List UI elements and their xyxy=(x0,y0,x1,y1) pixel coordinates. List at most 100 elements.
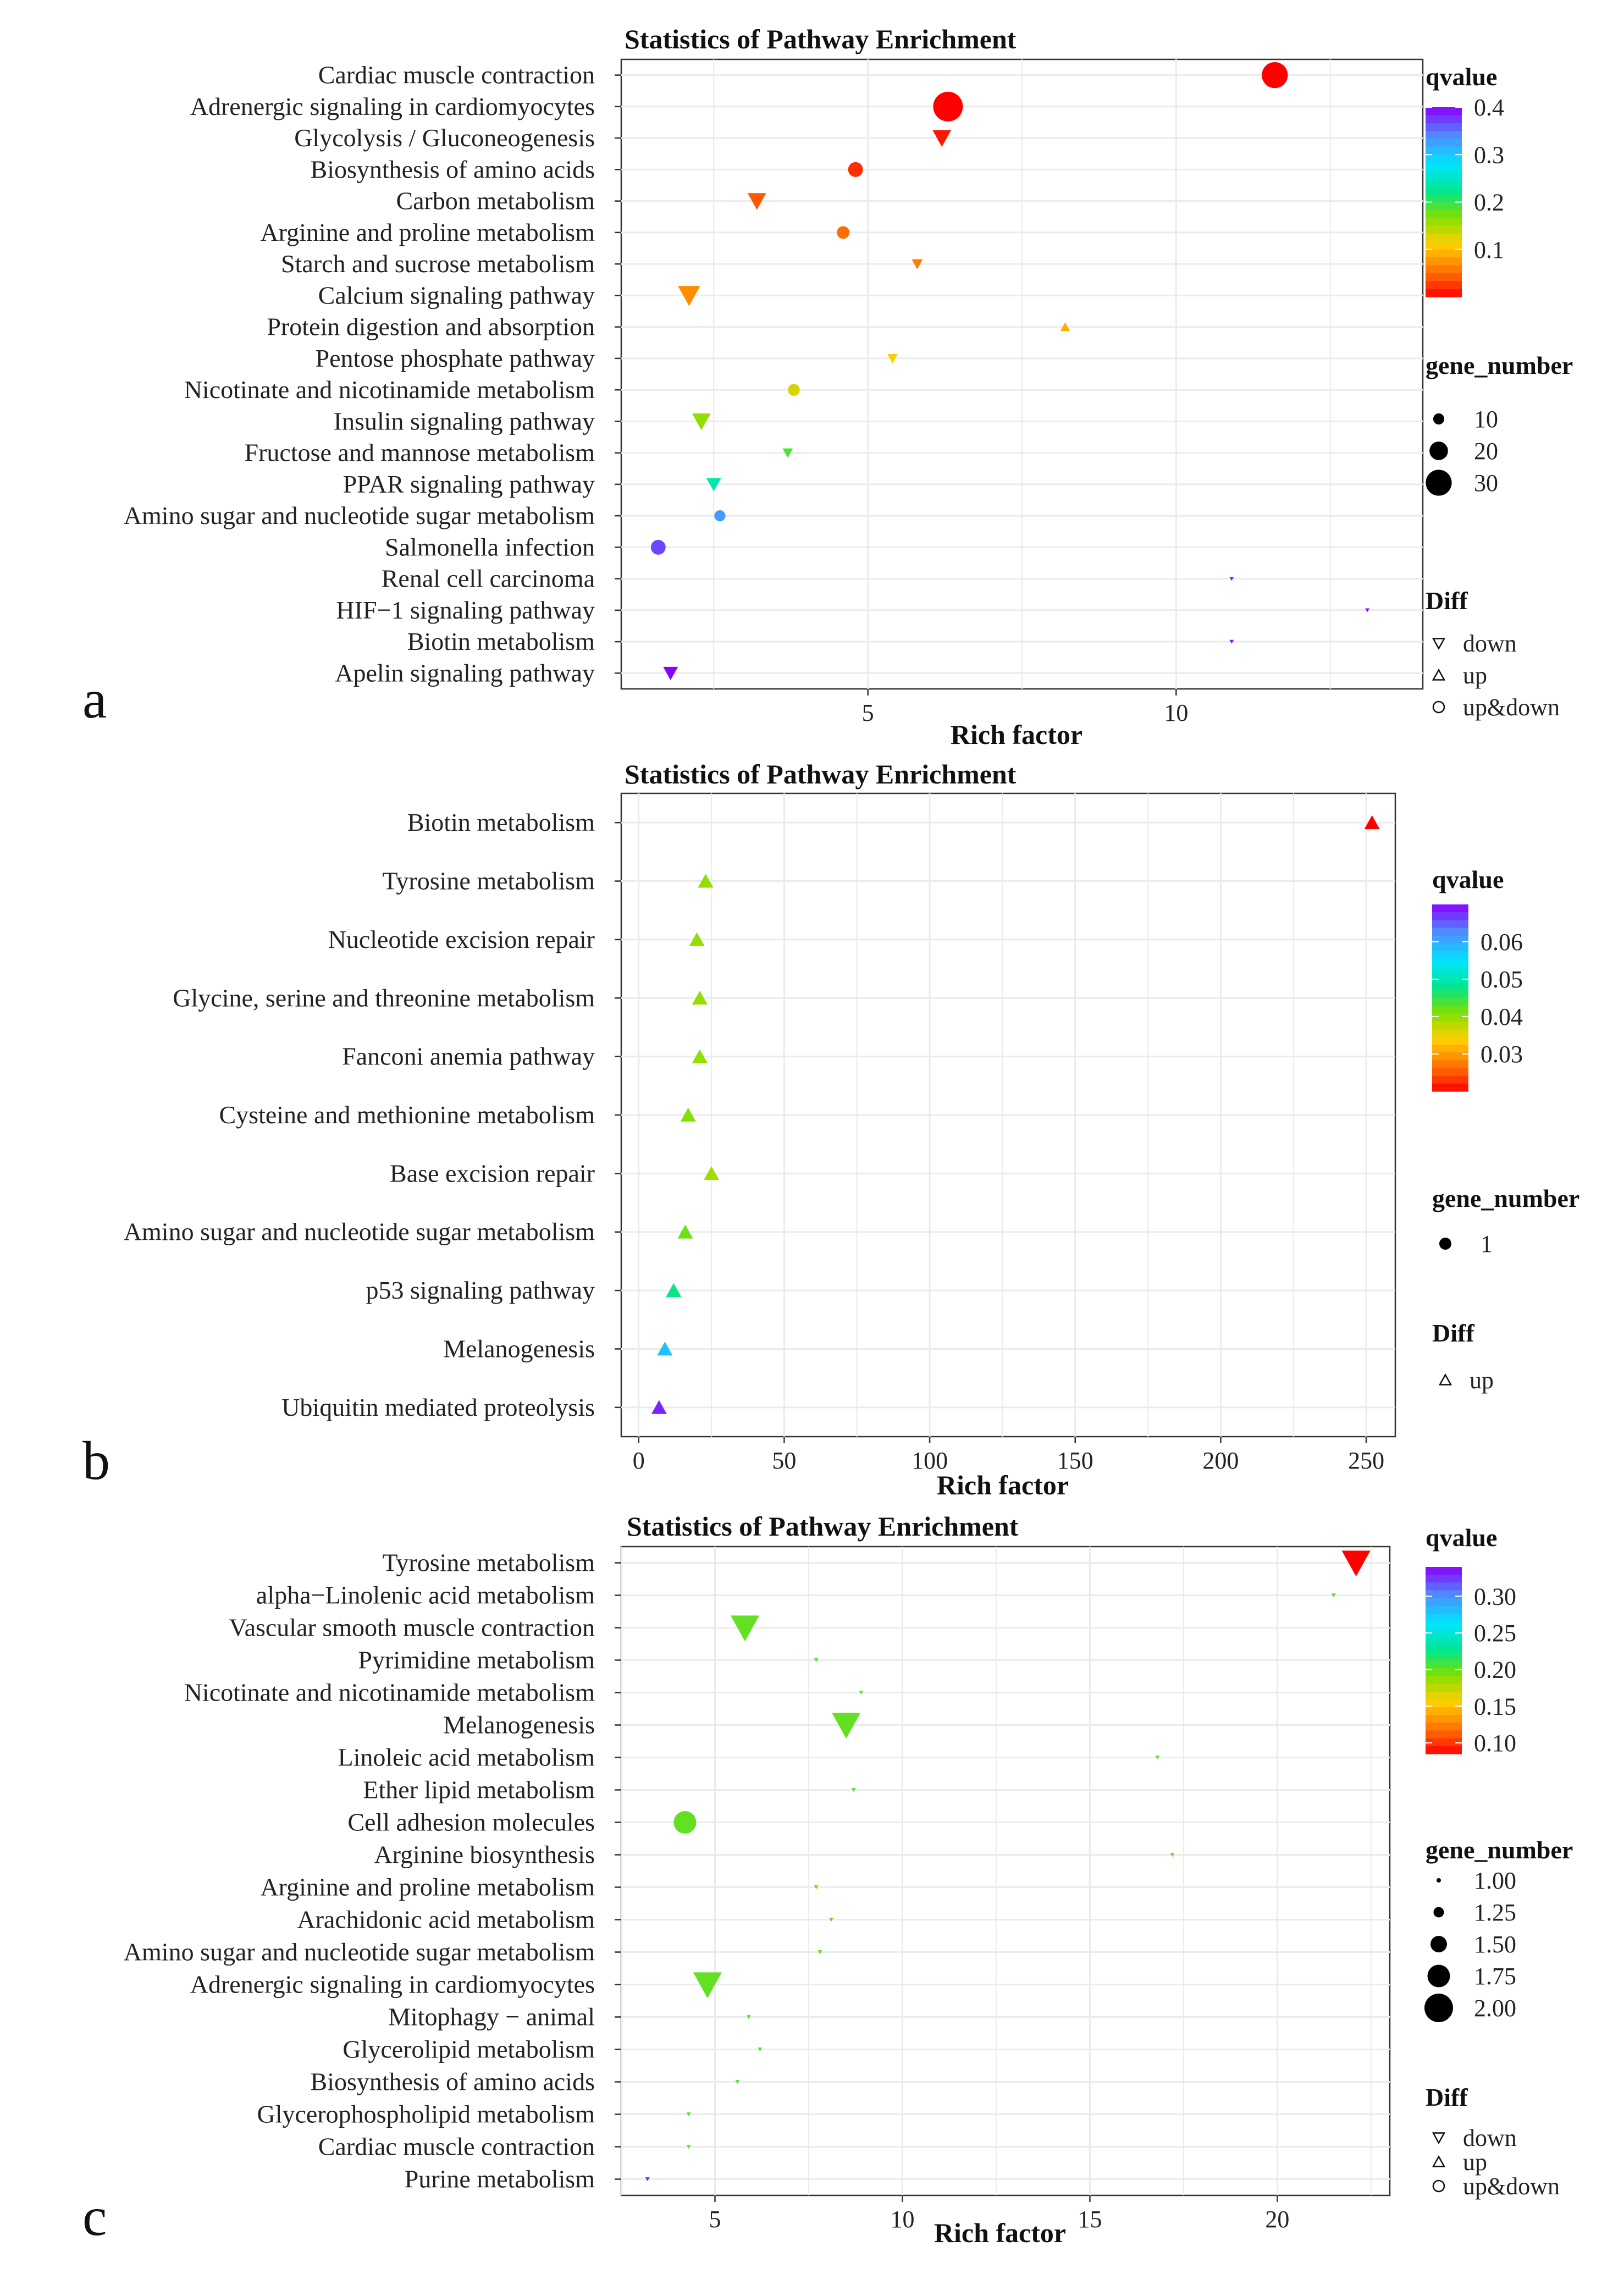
y-tick-label: Glycine, serine and threonine metabolism xyxy=(173,984,595,1012)
x-axis-ticks: 5 10 xyxy=(862,689,1188,726)
data-point xyxy=(678,286,700,306)
data-point xyxy=(714,510,726,522)
y-tick-label: Calcium signaling pathway xyxy=(318,281,595,309)
colorbar-band xyxy=(1432,1045,1468,1053)
y-tick-label: Apelin signaling pathway xyxy=(335,659,595,687)
colorbar-label: 0.03 xyxy=(1481,1041,1523,1068)
panel-letter: a xyxy=(82,669,107,730)
chart-title: Statistics of Pathway Enrichment xyxy=(627,1511,1019,1542)
y-tick-label: Arginine and proline metabolism xyxy=(260,1873,595,1901)
gene-number-label: 2.00 xyxy=(1474,1995,1516,2022)
y-tick-label: Adrenergic signaling in cardiomyocytes xyxy=(190,92,595,120)
colorbar-band xyxy=(1426,1575,1462,1583)
gene-number-label: 1.50 xyxy=(1474,1931,1516,1958)
y-tick-label: Starch and sucrose metabolism xyxy=(281,250,595,278)
diff-key-up xyxy=(1432,668,1446,681)
y-tick-label: Arginine biosynthesis xyxy=(374,1841,595,1869)
data-point xyxy=(1341,1550,1371,1577)
x-tick-label: 0 xyxy=(633,1447,645,1474)
plot-frame xyxy=(620,1546,1391,2196)
y-tick-label: Glycerophospholipid metabolism xyxy=(257,2100,595,2128)
chart-panel-c: Statistics of Pathway Enrichment Rich fac… xyxy=(82,1511,1573,2248)
data-point xyxy=(1262,62,1288,89)
x-tick-label: 10 xyxy=(1164,699,1188,726)
data-point xyxy=(657,1342,673,1356)
gene-number-key xyxy=(1427,1964,1450,1988)
y-tick-label: HIF−1 signaling pathway xyxy=(336,596,595,624)
gene-number-label: 1.25 xyxy=(1474,1899,1516,1926)
diff-label: up xyxy=(1463,662,1487,689)
diff-label: up&down xyxy=(1463,2173,1560,2200)
data-points xyxy=(645,1550,1371,2182)
colorbar-band xyxy=(1432,1075,1468,1084)
colorbar-band xyxy=(1432,1013,1468,1022)
gene-number-key xyxy=(1439,1238,1451,1250)
colorbar-band xyxy=(1426,162,1462,171)
chart-title: Statistics of Pathway Enrichment xyxy=(625,759,1017,790)
legend-qvalue-title: qvalue xyxy=(1426,1524,1497,1552)
gene-number-key xyxy=(1430,1936,1447,1952)
data-point xyxy=(758,2047,763,2052)
gene-number-label: 20 xyxy=(1474,438,1498,465)
data-point xyxy=(814,1885,819,1890)
diff-key-up xyxy=(1432,2155,1446,2167)
data-point xyxy=(692,413,711,430)
y-tick-label: Biosynthesis of amino acids xyxy=(311,155,595,183)
data-point xyxy=(686,2145,691,2149)
data-point xyxy=(698,874,714,888)
data-point xyxy=(932,130,952,147)
legend-qvalue-title: qvalue xyxy=(1426,63,1497,91)
x-tick-label: 50 xyxy=(772,1447,796,1474)
y-tick-label: Renal cell carcinoma xyxy=(382,565,595,593)
colorbar-band xyxy=(1432,1021,1468,1030)
colorbar-label: 0.15 xyxy=(1474,1693,1516,1720)
legend-diff-title: Diff xyxy=(1426,2083,1468,2111)
colorbar-label: 0.2 xyxy=(1474,189,1504,216)
data-point xyxy=(692,1049,708,1063)
data-point xyxy=(747,193,766,210)
colorbar-band xyxy=(1426,178,1462,187)
colorbar-label: 0.4 xyxy=(1474,94,1504,121)
colorbar-band xyxy=(1426,281,1462,290)
data-point xyxy=(817,1950,822,1955)
colorbar-band xyxy=(1432,1083,1468,1092)
data-point xyxy=(788,384,800,396)
colorbar-band xyxy=(1426,1738,1462,1747)
data-point xyxy=(704,1166,720,1180)
data-point xyxy=(1170,1853,1175,1857)
colorbar-band xyxy=(1432,1068,1468,1077)
data-point xyxy=(1364,815,1380,830)
colorbar-band xyxy=(1426,1621,1462,1630)
colorbar-band xyxy=(1432,1060,1468,1069)
diff-label: up&down xyxy=(1463,694,1560,721)
chart-panel-a: Statistics of Pathway Enrichment Rich fac… xyxy=(82,24,1573,750)
gene-number-label: 1.75 xyxy=(1474,1963,1516,1990)
legend-gene-number-title: gene_number xyxy=(1426,351,1573,379)
colorbar-band xyxy=(1432,1006,1468,1014)
colorbar-band xyxy=(1426,154,1462,163)
data-point xyxy=(1229,639,1234,644)
legend-diff-title: Diff xyxy=(1432,1319,1474,1347)
y-tick-label: p53 signaling pathway xyxy=(366,1276,595,1304)
colorbar-band xyxy=(1426,265,1462,274)
gene-number-key xyxy=(1433,413,1445,425)
y-tick-label: Cysteine and methionine metabolism xyxy=(219,1101,595,1129)
x-axis-title: Rich factor xyxy=(934,2217,1066,2248)
colorbar-label: 0.05 xyxy=(1481,966,1523,993)
colorbar-band xyxy=(1426,1644,1462,1653)
data-point xyxy=(680,1107,696,1122)
gene-number-label: 1 xyxy=(1481,1230,1493,1257)
colorbar-band xyxy=(1426,1668,1462,1676)
y-tick-label: Base excision repair xyxy=(390,1159,595,1187)
colorbar-band xyxy=(1426,1598,1462,1607)
diff-label: up xyxy=(1470,1367,1494,1394)
y-tick-label: Arginine and proline metabolism xyxy=(260,218,595,246)
colorbar-band xyxy=(1426,146,1462,155)
x-tick-label: 20 xyxy=(1265,2206,1289,2233)
y-tick-label: Amino sugar and nucleotide sugar metabol… xyxy=(124,1218,595,1246)
colorbar-band xyxy=(1432,943,1468,952)
x-tick-label: 250 xyxy=(1348,1447,1384,1474)
colorbar-band xyxy=(1426,241,1462,250)
colorbar-band xyxy=(1426,1691,1462,1700)
y-tick-label: Arachidonic acid metabolism xyxy=(297,1906,595,1934)
